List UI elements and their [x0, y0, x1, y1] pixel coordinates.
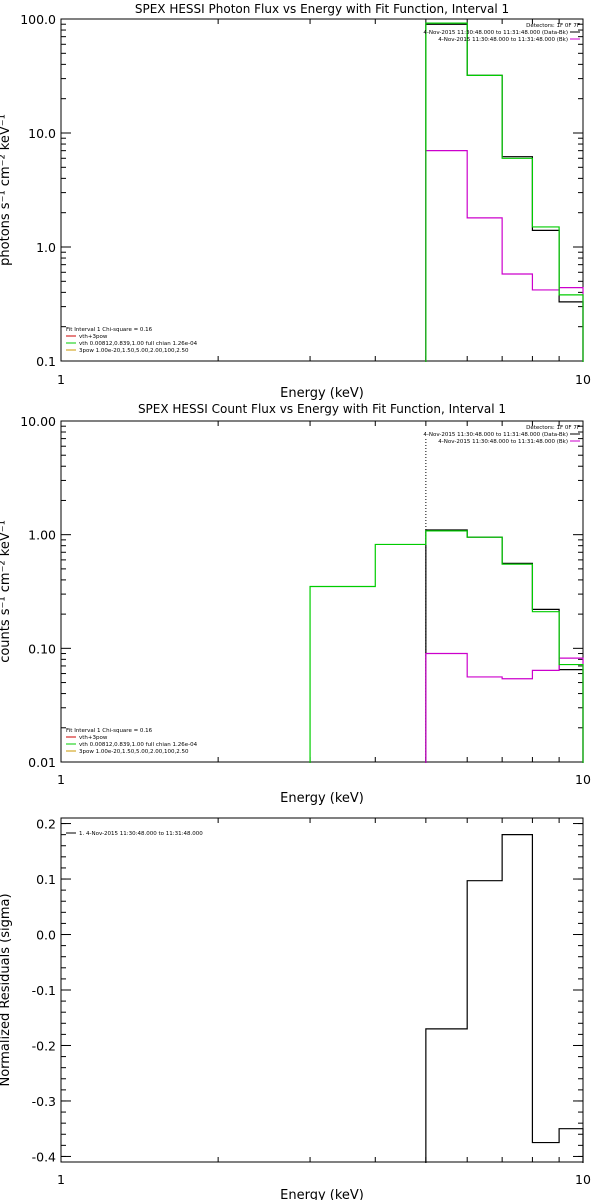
- x-tick-label: 1: [57, 372, 65, 387]
- legend-left-entry: 3pow 1.00e-20,1.50,5.00,2.00,100,2.50: [79, 749, 189, 755]
- chart-title: SPEX HESSI Photon Flux vs Energy with Fi…: [135, 2, 509, 16]
- y-tick-label: 0.1: [36, 872, 56, 887]
- series-step-2: [309, 530, 584, 763]
- chart-title: SPEX HESSI Count Flux vs Energy with Fit…: [138, 402, 506, 416]
- legend-right-entry: 4-Nov-2015 11:30:48.000 to 11:31:48.000 …: [438, 37, 568, 43]
- x-axis-title: Energy (keV): [280, 386, 364, 401]
- y-tick-label: 1.00: [28, 528, 56, 543]
- y-axis-title: counts s⁻¹ cm⁻² keV⁻¹: [0, 520, 13, 663]
- legend-left-entry: 1. 4-Nov-2015 11:30:48.000 to 11:31:48.0…: [79, 831, 203, 837]
- x-tick-label: 10: [575, 772, 591, 787]
- series-step-0: [425, 834, 584, 1163]
- y-tick-label: 0.0: [36, 928, 56, 943]
- legend-left-entry: vth 0.00812,0.839,1.00 full chian 1.26e-…: [79, 742, 198, 748]
- plot-frame: [60, 817, 584, 1163]
- y-tick-label: -0.1: [32, 983, 56, 998]
- plot-area: [425, 834, 584, 1163]
- plot-frame: [60, 420, 584, 763]
- legend-left-entry: vth+3pow: [79, 334, 108, 340]
- y-tick-label: 0.01: [28, 755, 56, 770]
- series-step-1: [425, 652, 584, 763]
- plot-frame: [60, 18, 584, 362]
- series-step-0: [425, 529, 584, 763]
- series-step-0: [425, 23, 584, 362]
- x-axis-title: Energy (keV): [280, 1188, 364, 1200]
- y-tick-label: 0.1: [36, 354, 56, 369]
- x-tick-label: 10: [575, 372, 591, 387]
- x-tick-label: 1: [57, 1172, 65, 1187]
- x-tick-label: 10: [575, 1172, 591, 1187]
- y-tick-label: 100.0: [20, 12, 56, 27]
- y-axis-title: photons s⁻¹ cm⁻² keV⁻¹: [0, 114, 13, 266]
- y-tick-label: 1.0: [36, 240, 56, 255]
- chart-panel-3: 1 10 -0.4 -0.3 -0.2 -0.1 0.0 0.1 0.2 Energy (keV)…: [0, 817, 591, 1200]
- legend-left-entry: Fit Interval 1 Chi-square = 0.16: [66, 728, 153, 734]
- y-axis-title: Normalized Residuals (sigma): [0, 893, 13, 1086]
- legend-left-entry: vth+3pow: [79, 735, 108, 741]
- legend-left-entry: vth 0.00812,0.839,1.00 full chian 1.26e-…: [79, 341, 198, 347]
- legend-right-entry: Detectors: 1F 0F 7F: [526, 425, 580, 431]
- chart-panel-1: SPEX HESSI Photon Flux vs Energy with Fi…: [0, 2, 591, 401]
- legend-right-entry: 4-Nov-2015 11:30:48.000 to 11:31:48.000 …: [423, 432, 568, 438]
- legend-right-entry: 4-Nov-2015 11:30:48.000 to 11:31:48.000 …: [438, 439, 568, 445]
- y-tick-label: -0.4: [32, 1149, 56, 1164]
- x-tick-label: 1: [57, 772, 65, 787]
- legend-left-entry: Fit Interval 1 Chi-square = 0.16: [66, 327, 153, 333]
- x-axis-title: Energy (keV): [280, 791, 364, 806]
- legend-right-entry: Detectors: 1F 0F 7F: [526, 23, 580, 29]
- y-tick-label: -0.3: [32, 1094, 56, 1109]
- y-tick-label: 10.0: [28, 126, 56, 141]
- y-tick-label: -0.2: [32, 1038, 56, 1053]
- plot-area: [425, 22, 584, 362]
- series-step-1: [425, 150, 584, 362]
- chart-panel-2: SPEX HESSI Count Flux vs Energy with Fit…: [0, 402, 591, 806]
- y-tick-label: 10.00: [20, 414, 56, 429]
- y-tick-label: 0.10: [28, 641, 56, 656]
- series-step-2: [425, 22, 584, 362]
- legend-left-entry: 3pow 1.00e-20,1.50,5.00,2.00,100,2.50: [79, 348, 189, 354]
- plot-area: [309, 439, 584, 763]
- legend-right-entry: 4-Nov-2015 11:30:48.000 to 11:31:48.000 …: [423, 30, 568, 36]
- y-tick-label: 0.2: [36, 817, 56, 832]
